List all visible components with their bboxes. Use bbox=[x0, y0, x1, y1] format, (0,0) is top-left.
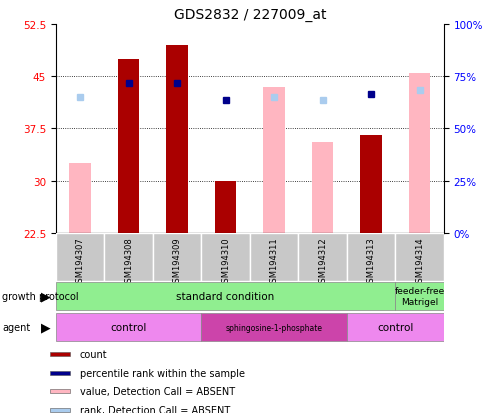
Bar bbox=[56, 233, 104, 281]
Text: GSM194311: GSM194311 bbox=[269, 237, 278, 287]
Bar bbox=[50, 389, 70, 393]
Text: percentile rank within the sample: percentile rank within the sample bbox=[80, 368, 244, 378]
Bar bbox=[311, 143, 333, 233]
Text: feeder-free
Matrigel: feeder-free Matrigel bbox=[393, 286, 444, 306]
Text: sphingosine-1-phosphate: sphingosine-1-phosphate bbox=[225, 323, 322, 332]
Text: GSM194310: GSM194310 bbox=[221, 237, 229, 287]
Text: GSM194314: GSM194314 bbox=[414, 237, 423, 287]
Bar bbox=[50, 408, 70, 412]
Bar bbox=[346, 313, 443, 341]
Text: GSM194307: GSM194307 bbox=[76, 237, 84, 288]
Title: GDS2832 / 227009_at: GDS2832 / 227009_at bbox=[173, 8, 325, 22]
Bar bbox=[346, 233, 394, 281]
Bar bbox=[262, 88, 285, 233]
Text: GSM194308: GSM194308 bbox=[124, 237, 133, 288]
Bar bbox=[298, 233, 346, 281]
Bar bbox=[249, 233, 298, 281]
Text: GSM194312: GSM194312 bbox=[318, 237, 326, 287]
Bar bbox=[201, 233, 249, 281]
Text: control: control bbox=[377, 322, 412, 332]
Text: GSM194309: GSM194309 bbox=[172, 237, 181, 287]
Bar bbox=[166, 46, 188, 233]
Bar bbox=[56, 313, 201, 341]
Bar bbox=[56, 282, 394, 310]
Text: value, Detection Call = ABSENT: value, Detection Call = ABSENT bbox=[80, 386, 235, 396]
Bar bbox=[118, 59, 139, 233]
Text: count: count bbox=[80, 349, 107, 359]
Bar bbox=[69, 164, 91, 233]
Bar bbox=[104, 233, 152, 281]
Bar bbox=[408, 74, 430, 233]
Text: growth protocol: growth protocol bbox=[2, 291, 79, 301]
Bar bbox=[214, 181, 236, 233]
Text: GSM194313: GSM194313 bbox=[366, 237, 375, 288]
Text: ▶: ▶ bbox=[41, 290, 51, 303]
Bar bbox=[394, 233, 443, 281]
Text: agent: agent bbox=[2, 322, 30, 332]
Bar bbox=[50, 352, 70, 356]
Bar bbox=[360, 136, 381, 233]
Text: control: control bbox=[110, 322, 146, 332]
Text: ▶: ▶ bbox=[41, 321, 51, 334]
Text: rank, Detection Call = ABSENT: rank, Detection Call = ABSENT bbox=[80, 405, 229, 413]
Bar bbox=[394, 282, 443, 310]
Bar bbox=[201, 313, 346, 341]
Text: standard condition: standard condition bbox=[176, 291, 274, 301]
Bar bbox=[50, 371, 70, 375]
Bar bbox=[152, 233, 201, 281]
